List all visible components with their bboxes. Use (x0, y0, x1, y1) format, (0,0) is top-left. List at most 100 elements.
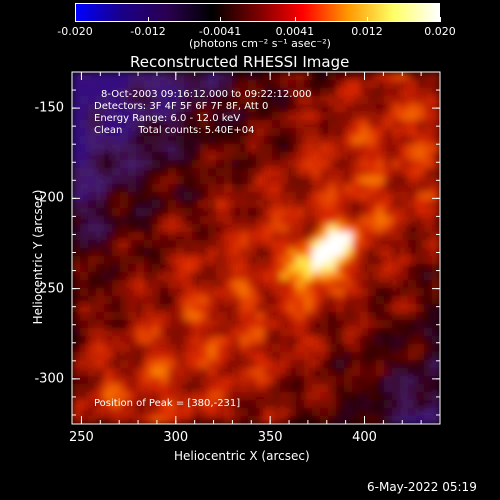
heatmap-cell (144, 352, 153, 361)
heatmap-cell (144, 152, 153, 161)
heatmap-cell (96, 136, 105, 145)
heatmap-cell (176, 408, 185, 417)
heatmap-cell (104, 216, 113, 225)
heatmap-cell (360, 248, 369, 257)
heatmap-cell (288, 216, 297, 225)
heatmap-cell (256, 96, 265, 105)
heatmap-cell (256, 192, 265, 201)
heatmap-cell (408, 128, 417, 137)
heatmap-cell (432, 168, 440, 177)
heatmap-cell (200, 136, 209, 145)
heatmap-cell (152, 136, 161, 145)
y-tick-label: -250 (34, 281, 64, 297)
heatmap-cell (304, 360, 313, 369)
heatmap-cell (416, 224, 425, 233)
heatmap-cell (288, 416, 297, 424)
heatmap-cell (96, 112, 105, 121)
heatmap-cell (336, 336, 345, 345)
heatmap-cell (208, 416, 217, 424)
heatmap-cell (232, 384, 241, 393)
heatmap-cell (408, 256, 417, 265)
heatmap-cell (400, 368, 409, 377)
heatmap-cell (248, 72, 257, 81)
heatmap-cell (344, 208, 353, 217)
heatmap-cell (280, 312, 289, 321)
heatmap-cell (416, 160, 425, 169)
heatmap-cell (152, 368, 161, 377)
heatmap-cell (144, 136, 153, 145)
heatmap-cell (120, 360, 129, 369)
heatmap-cell (360, 376, 369, 385)
heatmap-cell (304, 352, 313, 361)
heatmap-cell (88, 416, 97, 424)
heatmap-cell (272, 200, 281, 209)
heatmap-cell (400, 200, 409, 209)
heatmap-cell (88, 408, 97, 417)
heatmap-cell (264, 120, 273, 129)
heatmap-cell (408, 312, 417, 321)
heatmap-cell (376, 192, 385, 201)
heatmap-cell (168, 88, 177, 97)
heatmap-cell (96, 400, 105, 409)
heatmap-cell (360, 200, 369, 209)
heatmap-cell (112, 192, 121, 201)
heatmap-cell (400, 88, 409, 97)
heatmap-cell (192, 200, 201, 209)
heatmap-cell (248, 304, 257, 313)
heatmap-cell (416, 192, 425, 201)
heatmap-cell (352, 144, 361, 153)
heatmap-cell (168, 152, 177, 161)
heatmap-cell (128, 304, 137, 313)
heatmap-cell (320, 80, 329, 89)
heatmap-cell (328, 400, 337, 409)
heatmap-cell (272, 176, 281, 185)
heatmap-cell (232, 96, 241, 105)
heatmap-cell (120, 160, 129, 169)
heatmap-cell (112, 176, 121, 185)
heatmap-cell (424, 360, 433, 369)
heatmap-cell (200, 96, 209, 105)
heatmap-cell (352, 232, 361, 241)
heatmap-cell (368, 136, 377, 145)
heatmap-cell (160, 232, 169, 241)
heatmap-cell (80, 256, 89, 265)
heatmap-cell (264, 240, 273, 249)
heatmap-cell (368, 88, 377, 97)
heatmap-cell (376, 304, 385, 313)
y-tick-label: -150 (34, 100, 64, 116)
heatmap-cell (104, 152, 113, 161)
heatmap-cell (344, 112, 353, 121)
heatmap-cell (328, 392, 337, 401)
heatmap-cell (288, 104, 297, 113)
heatmap-cell (120, 96, 129, 105)
heatmap-cell (192, 136, 201, 145)
heatmap-cell (368, 200, 377, 209)
heatmap-cell (160, 408, 169, 417)
heatmap-cell (152, 392, 161, 401)
heatmap-cell (248, 176, 257, 185)
heatmap-cell (224, 376, 233, 385)
heatmap-cell (96, 120, 105, 129)
chart-title: Reconstructed RHESSI Image (130, 53, 350, 71)
heatmap-cell (272, 288, 281, 297)
heatmap-cell (80, 248, 89, 257)
heatmap-cell (112, 256, 121, 265)
heatmap-cell (208, 272, 217, 281)
heatmap-cell (152, 240, 161, 249)
heatmap-cell (392, 392, 401, 401)
heatmap-cell (144, 128, 153, 137)
heatmap-cell (176, 232, 185, 241)
heatmap-cell (184, 192, 193, 201)
heatmap-cell (336, 136, 345, 145)
heatmap-cell (120, 176, 129, 185)
heatmap-cell (96, 80, 105, 89)
heatmap-cell (200, 104, 209, 113)
heatmap-cell (376, 176, 385, 185)
heatmap-cell (88, 264, 97, 273)
heatmap-cell (200, 152, 209, 161)
heatmap-cell (192, 328, 201, 337)
heatmap-cell (272, 376, 281, 385)
heatmap-cell (120, 144, 129, 153)
heatmap-cell (80, 296, 89, 305)
